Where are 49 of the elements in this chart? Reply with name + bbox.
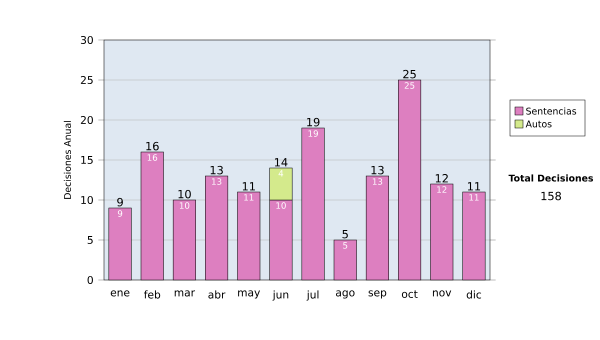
x-tick-label: oct [402,290,418,298]
legend-label: Sentencias [526,107,576,115]
total-label: 9 [117,198,123,206]
y-axis-title: Decisiones Anual [64,121,71,199]
data-label: 4 [278,170,284,177]
data-label: 13 [212,178,222,185]
data-label: 10 [180,202,190,209]
data-label: 25 [404,82,414,89]
x-tick-label: nov [432,290,452,296]
text: Total Decisiones [508,174,594,182]
total-label: 5 [342,230,348,238]
data-label: 5 [343,242,348,249]
y-tick-label: 20 [80,116,93,124]
data-label: 11 [244,194,254,201]
x-tick-label: ene [110,290,130,296]
x-tick-label: abr [208,290,226,299]
x-tick-label: jul [306,290,318,301]
total-label: 25 [403,70,416,78]
data-label: 9 [118,210,122,217]
x-tick-label: mar [174,290,196,296]
total-label: 19 [307,118,320,126]
total-label: 11 [242,182,255,190]
total-label: 11 [468,182,480,190]
data-label: 10 [276,202,286,209]
text: 158 [541,192,562,200]
x-tick-label: jun [272,290,288,301]
y-tick-label: 15 [81,156,93,164]
total-label: 10 [178,190,191,198]
y-tick-label: 10 [81,196,93,204]
x-tick-label: dic [466,290,482,299]
legend-label: Autos [526,120,552,128]
data-label: 16 [148,154,158,161]
total-label: 13 [210,166,223,174]
total-label: 13 [371,166,384,174]
data-label: 13 [372,178,382,185]
y-tick-label: 5 [88,236,93,244]
x-tick-label: may [238,290,260,299]
x-tick-label: sep [368,290,386,299]
x-tick-label: ago [336,290,355,299]
y-tick-label: 0 [88,276,93,284]
y-tick-label: 30 [80,36,93,44]
y-tick-label: 25 [80,76,93,84]
data-label: 11 [469,194,479,201]
x-tick-label: feb [144,290,160,299]
total-label: 14 [274,158,288,166]
data-label: 12 [437,186,446,193]
total-label: 16 [146,142,159,150]
total-label: 12 [436,174,448,182]
data-label: 19 [308,130,318,137]
